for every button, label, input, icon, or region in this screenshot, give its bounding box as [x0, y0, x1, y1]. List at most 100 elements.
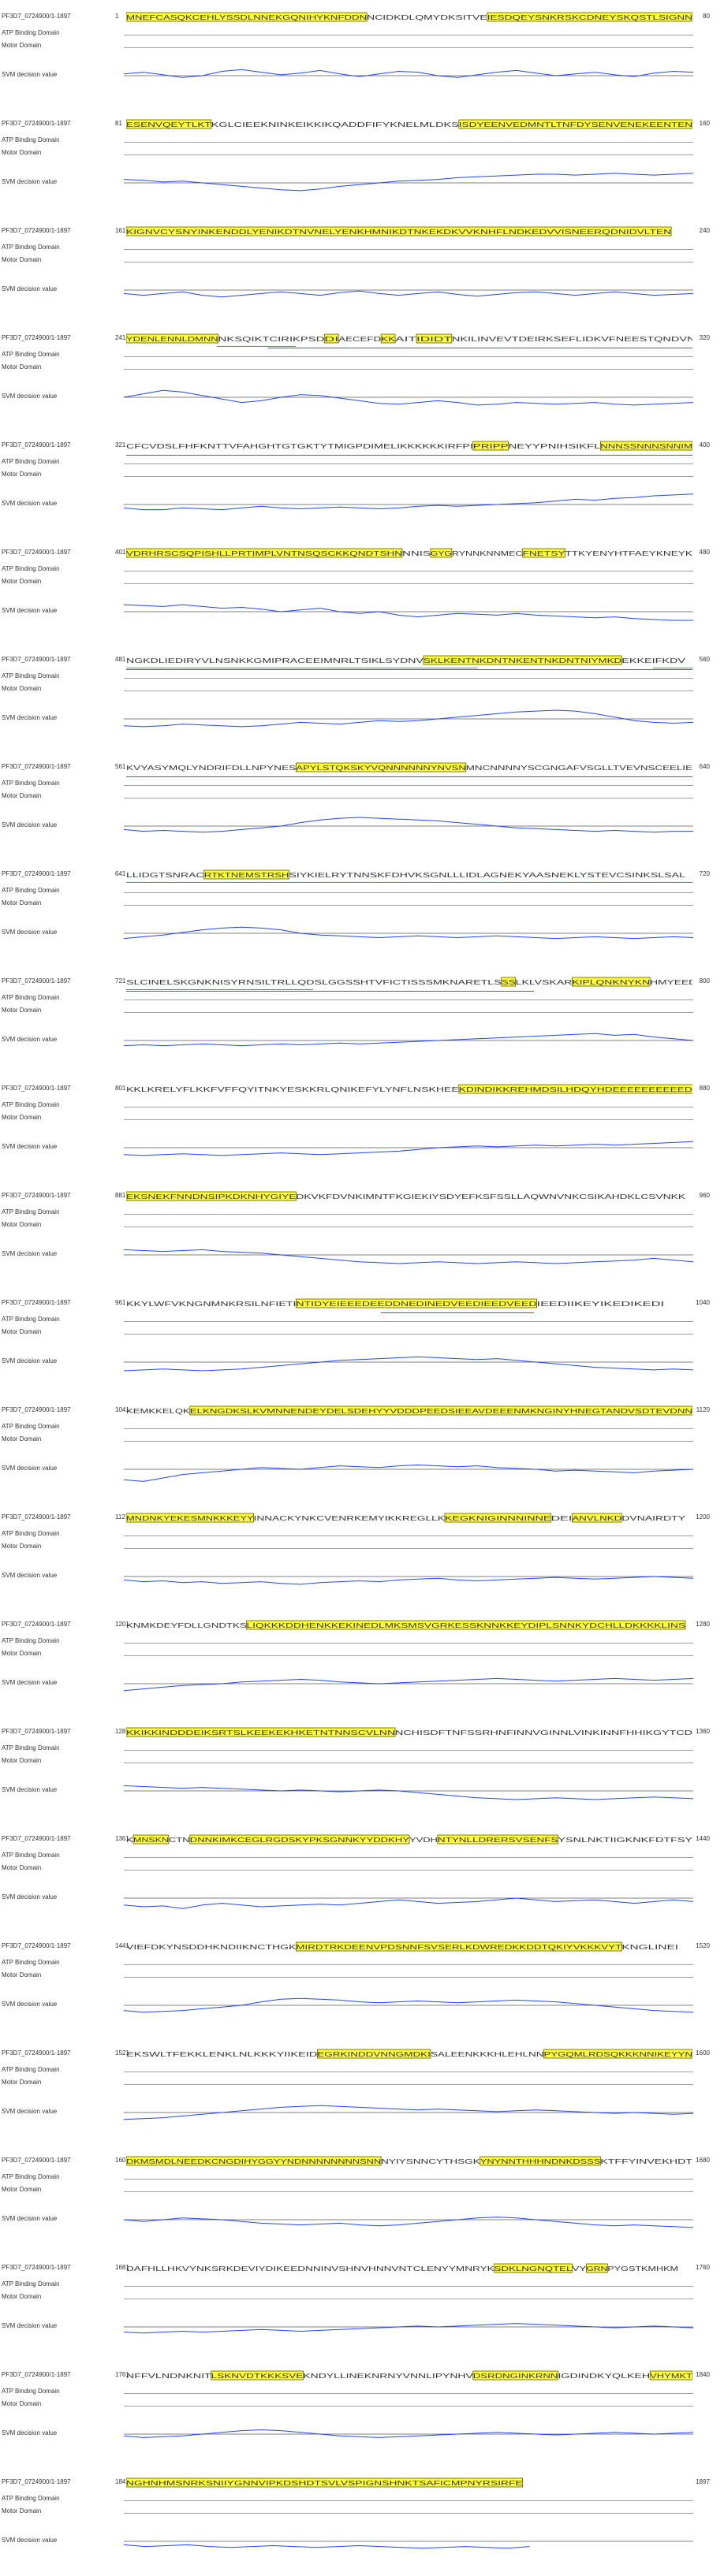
sequence-id: PF3D7_0724900/1-1897	[2, 549, 71, 556]
atp-binding-label: ATP Binding Domain	[2, 565, 60, 572]
svm-label: SVM decision value	[2, 2108, 58, 2115]
sequence-line: ESENVQEYTLKT KGLCIEEKNINKEIKKIKQADDFIFYKN…	[126, 119, 692, 129]
sequence-segment: K	[126, 1837, 134, 1844]
end-position: 800	[699, 977, 710, 985]
svm-chart	[123, 604, 693, 621]
atp-binding-label: ATP Binding Domain	[2, 1530, 60, 1537]
svm-chart	[123, 817, 693, 833]
sequence-id: PF3D7_0724900/1-1897	[2, 1942, 71, 1949]
motor-track-line	[124, 1334, 693, 1335]
svm-chart	[123, 1997, 694, 2013]
motor-domain-label: Motor Domain	[2, 256, 42, 263]
sequence-segment: NKSQIKTCIRIKPSD	[218, 336, 325, 343]
atp-track-line	[124, 249, 693, 250]
low-complexity-region	[458, 119, 692, 129]
svm-series-line	[123, 2544, 530, 2549]
sequence-segment: AECEFD	[338, 336, 381, 343]
highlighted-sequence: NGHNHMSNRKSNIIYGNNVIPKDSHDTSVLVSPIGNSHNK…	[126, 2480, 523, 2487]
start-position: 881	[115, 1192, 126, 1199]
end-position: 1680	[696, 2157, 710, 2164]
sequence-line: CFCVDSLFHFKNTTVFAHGHTGTGKTYTMIGPDIMELIKK…	[126, 441, 692, 451]
svm-series-line	[123, 709, 694, 728]
low-complexity-region	[296, 762, 467, 772]
motor-domain-label: Motor Domain	[2, 471, 42, 478]
svm-series-line	[123, 1785, 694, 1800]
motor-track-line	[124, 2406, 693, 2407]
svm-label: SVM decision value	[2, 2429, 58, 2436]
svm-label: SVM decision value	[2, 1465, 58, 1472]
motor-domain-mark	[126, 776, 692, 777]
low-complexity-region	[296, 1941, 622, 1952]
svm-series-line	[123, 2429, 694, 2438]
sequence-segment: RYNNKNNMEC	[452, 550, 523, 557]
sequence-id: PF3D7_0724900/1-1897	[2, 1513, 71, 1521]
highlighted-sequence: IESDQEYSNKRSKCDNEYSKQSTLSIGNN	[487, 14, 692, 21]
sequence-id: PF3D7_0724900/1-1897	[2, 1835, 71, 1842]
highlighted-sequence: ELKNGDKSLKVMNNENDEYDELSDEHYYVDDDPEEDSIEE…	[190, 1408, 692, 1415]
sequence-line: VIEFDKYNSDDHKNDIIKNCTHGKMIRDTRKDEENVPDSN…	[126, 1941, 678, 1952]
sequence-segment: KNDYLLINEKNRNYVNNLIPYNHV	[303, 2373, 474, 2380]
sequence-segment: KGLCIEEKNINKEIKKIKQADDFIFYKNELMLDKS	[211, 121, 459, 128]
sequence-id: PF3D7_0724900/1-1897	[2, 763, 71, 770]
end-position: 400	[699, 441, 710, 449]
sequence-id: PF3D7_0724900/1-1897	[2, 1085, 71, 1092]
highlighted-sequence: PYGQMLRDSQKKKNNIKEYYN	[544, 2051, 692, 2058]
sequence-line: SLCINELSKGNKNISYRNSILTRLLQDSLGGSSHTVFICT…	[126, 977, 692, 987]
sequence-line: KIGNVCYSNYINKENDDLYENIKDTNVNELYENKHMNIKD…	[126, 226, 671, 236]
highlighted-sequence: DI	[324, 336, 338, 343]
motor-domain-label: Motor Domain	[2, 1543, 42, 1550]
atp-binding-label: ATP Binding Domain	[2, 1959, 60, 1966]
sequence-line: YDENLENNLDMNN NKSQIKTCIRIKPSD DI AECEFD KKAI…	[126, 333, 692, 344]
svm-label: SVM decision value	[2, 71, 58, 78]
start-position: 641	[115, 870, 126, 877]
sequence-line: KNMKDEYFDLLGNDTKS LIQKKKDDHENKKEKINEDLMKS…	[126, 1620, 686, 1630]
svm-label: SVM decision value	[2, 1786, 58, 1793]
svm-label: SVM decision value	[2, 285, 58, 292]
svm-chart	[123, 1249, 694, 1264]
motor-domain-label: Motor Domain	[2, 149, 42, 156]
svm-series-line	[123, 817, 693, 833]
highlighted-sequence: NTYNLLDRERSVSENFS	[438, 1837, 558, 1844]
sequence-segment: NGKDLIEDIRYVLNSNKKGMIPRACEEIMNRLTSIKLSYD…	[126, 657, 424, 664]
low-complexity-region	[296, 1298, 537, 1308]
sequence-line: VDRHRSCSQPISHLLPRTIMPLVNTNSQSCKKQNDTSHN N…	[126, 548, 692, 558]
svm-chart	[123, 2541, 693, 2549]
sequence-id: PF3D7_0724900/1-1897	[2, 120, 71, 127]
sequence-segment: CFCVDSLFHFKNTTVFAHGHTGTGKTYTMIGPDIMELIKK…	[126, 443, 473, 450]
svm-label: SVM decision value	[2, 2322, 58, 2329]
motor-domain-label: Motor Domain	[2, 578, 42, 585]
sequence-block: PF3D7_0724900/1-1897 321 400 CFCVDSLFHFKNTT…	[0, 432, 724, 539]
low-complexity-region	[501, 977, 516, 987]
sequence-line: LLIDGTSNRAC RTKTNEMSTRSH SIYKIELRYTNNSKFDH…	[126, 869, 686, 880]
sequence-line: DKMSMDLNEEDKCNGDIHYGGYYNDNNNNNNNNSNN NYIY…	[126, 2156, 692, 2166]
low-complexity-region	[380, 333, 396, 344]
low-complexity-region	[599, 441, 692, 451]
sequence-block: PF3D7_0724900/1-1897 641 720 LLIDGTSNRAC RTK…	[0, 861, 724, 968]
atp-binding-label: ATP Binding Domain	[2, 1101, 60, 1108]
highlighted-sequence: KKIKKINDDDEIKSRTSLKEEKEKHKETNTNNSCVLNN	[126, 1729, 395, 1737]
low-complexity-region	[126, 12, 368, 22]
sequence-segment: NEYYPNIHSIKFL	[509, 443, 602, 450]
svm-chart	[123, 2217, 694, 2228]
svm-chart	[123, 389, 694, 406]
motor-domain-label: Motor Domain	[2, 363, 42, 370]
end-position: 480	[699, 549, 710, 556]
svm-chart	[123, 2429, 694, 2438]
highlighted-sequence: DNNKIMKCEGLRGDSKYPKSGNNKYYDDKHY	[190, 1837, 410, 1844]
svm-label: SVM decision value	[2, 178, 58, 185]
atp-track-line	[124, 2286, 693, 2287]
highlighted-sequence: KEGKNIGINNNINNE	[445, 1515, 551, 1522]
motor-track-line	[124, 583, 693, 584]
start-position: 801	[115, 1085, 126, 1092]
low-complexity-region	[132, 1834, 170, 1845]
atp-binding-label: ATP Binding Domain	[2, 672, 60, 679]
end-position: 80	[703, 13, 710, 20]
motor-track-line	[124, 369, 693, 370]
start-position: 401	[115, 549, 126, 556]
svm-label: SVM decision value	[2, 1357, 58, 1364]
svm-series-line	[123, 1033, 694, 1047]
sequence-segment: SALEENKKKHLEHLNN	[431, 2051, 544, 2058]
svm-label: SVM decision value	[2, 1143, 58, 1150]
start-position: 1121	[115, 1513, 129, 1521]
sequence-segment: IGDINDKYQLKEH	[558, 2373, 650, 2380]
